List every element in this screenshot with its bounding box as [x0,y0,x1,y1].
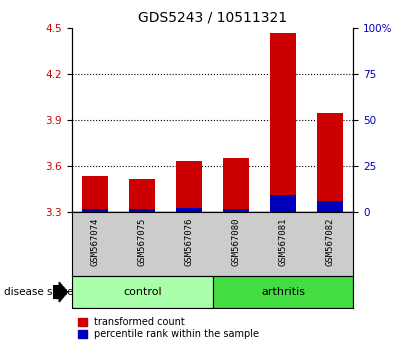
FancyArrow shape [53,282,67,302]
Bar [223,209,249,212]
Bar [129,179,155,212]
Text: disease state: disease state [4,287,74,297]
Bar [83,209,108,212]
Bar [213,276,353,308]
Bar [72,276,213,308]
Text: arthritis: arthritis [261,287,305,297]
Bar [270,33,296,212]
Text: GSM567081: GSM567081 [279,217,288,266]
Legend: transformed count, percentile rank within the sample: transformed count, percentile rank withi… [77,316,260,340]
Text: GSM567075: GSM567075 [138,217,147,266]
Title: GDS5243 / 10511321: GDS5243 / 10511321 [138,10,287,24]
Bar [176,161,202,212]
Text: GSM567076: GSM567076 [185,217,194,266]
Text: control: control [123,287,162,297]
Bar [83,176,108,212]
Text: GSM567080: GSM567080 [232,217,241,266]
Bar [270,195,296,212]
Bar [223,158,249,212]
Text: GSM567082: GSM567082 [326,217,335,266]
Bar [317,201,343,212]
Bar [129,209,155,212]
Bar [176,208,202,212]
Text: GSM567074: GSM567074 [91,217,100,266]
Bar [317,113,343,212]
